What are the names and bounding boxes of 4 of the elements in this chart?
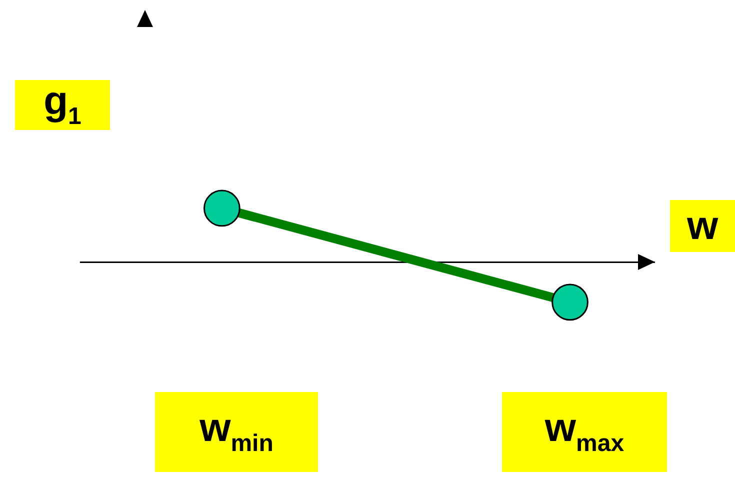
x-tick-label: w$_{min}$ xyxy=(200,406,274,458)
y-axis-title: g$_{1}$ xyxy=(44,79,82,131)
x-axis-title: w xyxy=(686,204,718,248)
x-tick-label: w$_{max}$ xyxy=(544,406,624,458)
